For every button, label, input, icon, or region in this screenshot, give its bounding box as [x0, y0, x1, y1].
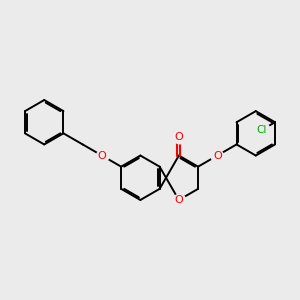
- Text: O: O: [213, 151, 222, 160]
- Text: O: O: [175, 132, 183, 142]
- Text: O: O: [98, 151, 106, 160]
- Text: O: O: [175, 195, 183, 205]
- Text: Cl: Cl: [256, 125, 267, 135]
